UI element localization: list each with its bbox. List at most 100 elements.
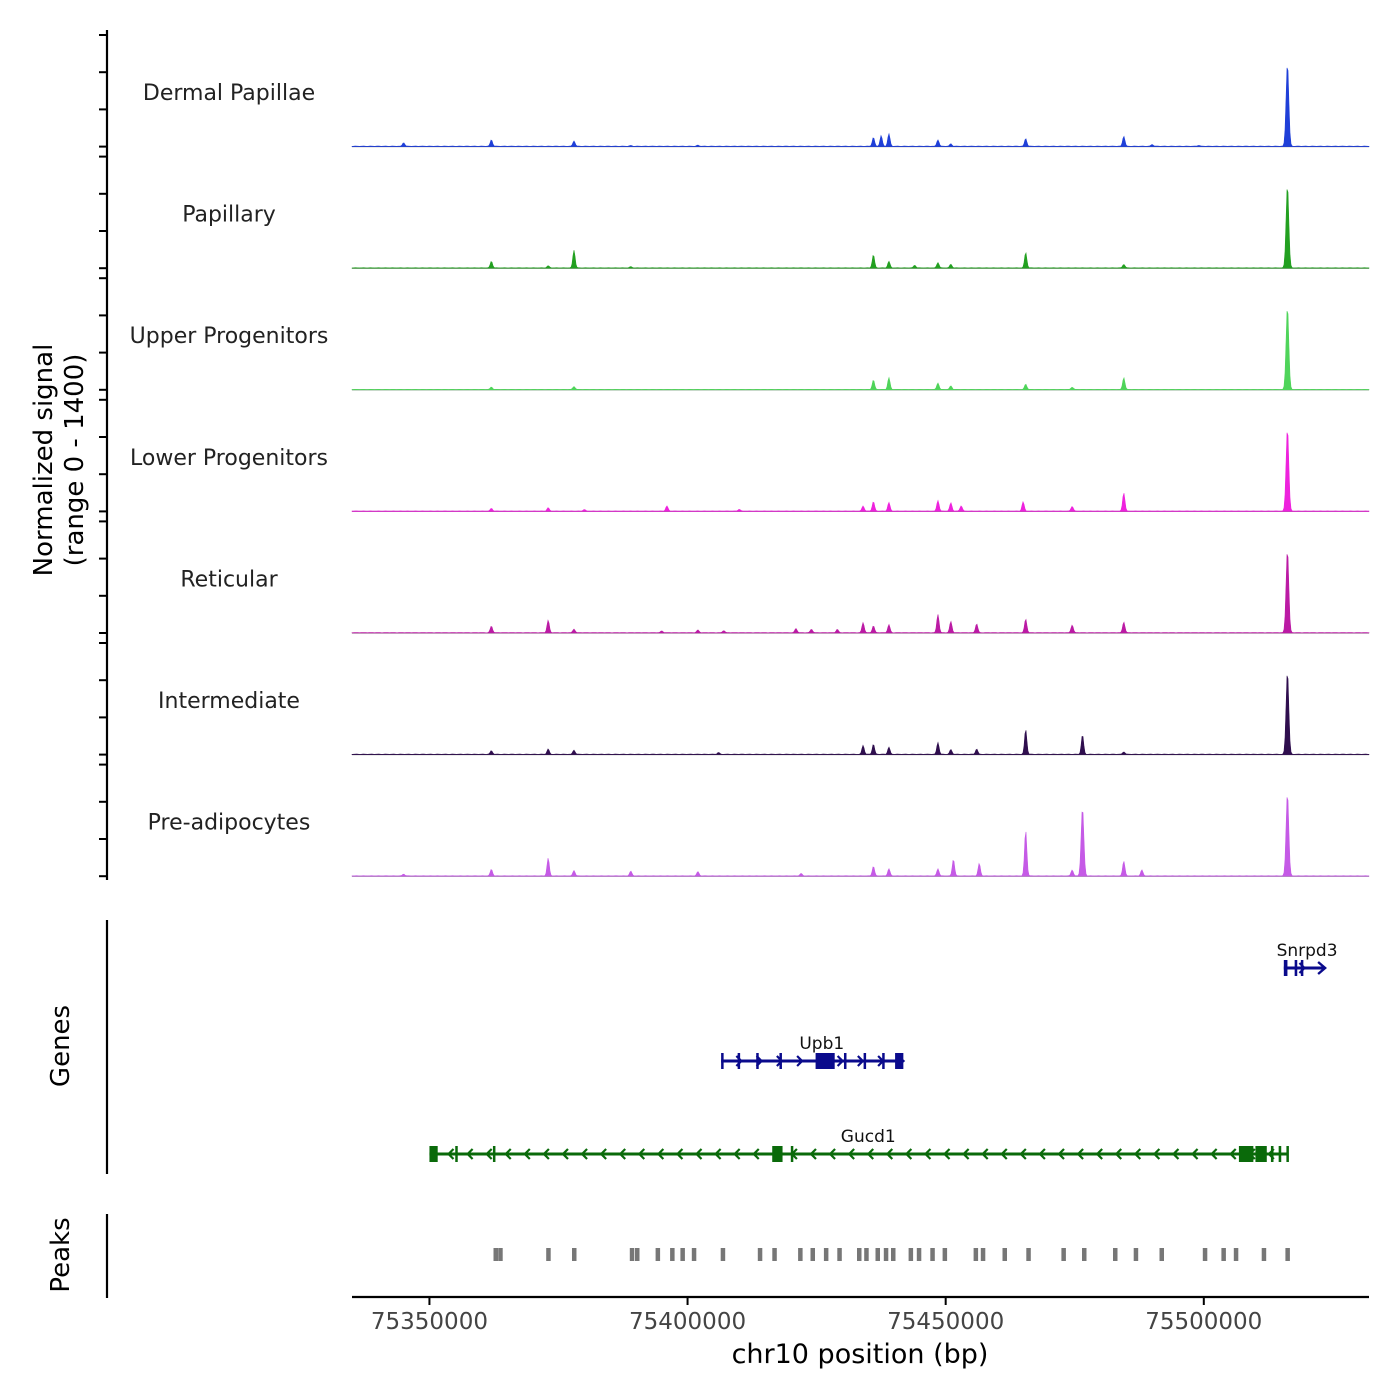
exon	[772, 1146, 783, 1162]
track-label: Intermediate	[158, 689, 300, 714]
exon	[756, 1053, 759, 1069]
x-axis: 75350000 75400000 75450000 75500000	[352, 1295, 1369, 1335]
strand-arrowhead	[895, 1054, 906, 1068]
exon	[1278, 1146, 1282, 1162]
strand-chevron	[485, 1148, 493, 1160]
strand-chevron	[694, 1148, 703, 1160]
peak-region	[1002, 1248, 1007, 1261]
exon	[721, 1053, 724, 1069]
peak-region	[572, 1248, 577, 1261]
x-tick-label: 75400000	[629, 1309, 746, 1335]
signal-area	[351, 310, 1370, 391]
strand-chevron	[733, 1148, 741, 1160]
strand-chevron	[599, 1148, 607, 1160]
gene-label: Gucd1	[841, 1127, 896, 1147]
peak-region	[823, 1248, 829, 1261]
strand-chevron	[504, 1148, 512, 1160]
y-axis-label-line2: (range 0 - 1400)	[60, 354, 90, 567]
peak-regions-panel	[493, 1248, 1290, 1261]
signal-area	[351, 67, 1370, 147]
peak-region	[942, 1248, 948, 1261]
peak-region	[1159, 1248, 1164, 1261]
peak-region	[757, 1248, 763, 1261]
strand-chevron	[1076, 1148, 1084, 1160]
signal-y-axis	[99, 30, 109, 880]
strand-chevron	[1038, 1148, 1046, 1160]
exon	[882, 1053, 885, 1069]
exon	[1294, 960, 1298, 976]
track-lower-progenitors: Lower Progenitors	[130, 432, 1370, 512]
x-tick-label: 75450000	[887, 1309, 1004, 1335]
exon	[790, 1146, 794, 1162]
exon	[429, 1146, 438, 1162]
signal-area	[351, 675, 1370, 755]
strand-chevron	[446, 1148, 455, 1160]
peak-region	[798, 1248, 803, 1261]
track-label: Upper Progenitors	[130, 324, 329, 349]
exon	[815, 1053, 835, 1069]
gene-annotation-panel: Snrpd3 Upb1 Gucd1	[429, 941, 1338, 1162]
signal-area	[351, 797, 1370, 877]
peaks-panel-label: Peaks	[46, 1217, 76, 1292]
strand-chevron	[523, 1148, 531, 1160]
x-tick-label: 75500000	[1145, 1309, 1262, 1335]
peak-region	[720, 1248, 726, 1261]
peak-region	[629, 1248, 635, 1261]
peak-region	[916, 1248, 922, 1261]
exon	[737, 1053, 741, 1069]
strand-chevron	[1000, 1148, 1008, 1160]
exon	[895, 1053, 904, 1069]
track-label: Lower Progenitors	[130, 446, 328, 471]
exon	[1300, 960, 1304, 976]
peak-region	[1061, 1248, 1066, 1261]
strand-chevron	[580, 1148, 588, 1160]
exon	[1270, 1146, 1274, 1162]
strand-chevron	[809, 1148, 817, 1160]
strand-chevron	[1095, 1148, 1103, 1160]
track-pre-adipocytes: Pre-adipocytes	[148, 797, 1370, 877]
gene-upb1: Upb1	[721, 1034, 906, 1069]
peak-region	[980, 1248, 986, 1261]
track-dermal-papillae: Dermal Papillae	[143, 67, 1370, 148]
strand-chevron	[866, 1148, 875, 1160]
gene-gucd1: Gucd1	[429, 1127, 1289, 1162]
strand-chevron	[752, 1148, 760, 1160]
strand-chevron	[1171, 1148, 1180, 1160]
peak-region	[810, 1248, 815, 1261]
gene-snrpd3: Snrpd3	[1277, 941, 1338, 976]
signal-area	[351, 432, 1370, 512]
strand-chevron	[857, 1055, 865, 1067]
strand-chevron	[1114, 1148, 1123, 1160]
track-intermediate: Intermediate	[158, 675, 1370, 756]
strand-chevron	[618, 1148, 626, 1160]
exon	[492, 1146, 496, 1162]
gene-label: Upb1	[799, 1034, 844, 1054]
track-upper-progenitors: Upper Progenitors	[130, 310, 1370, 391]
exon	[455, 1146, 458, 1162]
strand-chevron	[1229, 1148, 1237, 1160]
strand-chevron	[962, 1148, 970, 1160]
peak-region	[1202, 1248, 1208, 1261]
peak-region	[1233, 1248, 1239, 1261]
track-label: Reticular	[180, 567, 278, 592]
peak-region	[546, 1248, 551, 1261]
strand-chevron	[1152, 1148, 1161, 1160]
strand-chevron	[466, 1148, 474, 1160]
peak-region	[930, 1248, 935, 1261]
strand-chevron	[923, 1148, 932, 1160]
strand-chevron	[656, 1148, 665, 1160]
peak-region	[1133, 1248, 1139, 1261]
peak-region	[772, 1248, 777, 1261]
track-label: Papillary	[182, 203, 276, 228]
strand-chevron	[637, 1148, 646, 1160]
exon	[1286, 1146, 1289, 1162]
strand-chevron	[1019, 1148, 1027, 1160]
track-label: Dermal Papillae	[143, 81, 315, 106]
signal-area	[351, 554, 1370, 634]
peak-region	[493, 1248, 498, 1261]
peak-region	[875, 1248, 880, 1261]
peak-region	[883, 1248, 889, 1261]
strand-chevron	[885, 1148, 894, 1160]
peak-region	[1221, 1248, 1226, 1261]
